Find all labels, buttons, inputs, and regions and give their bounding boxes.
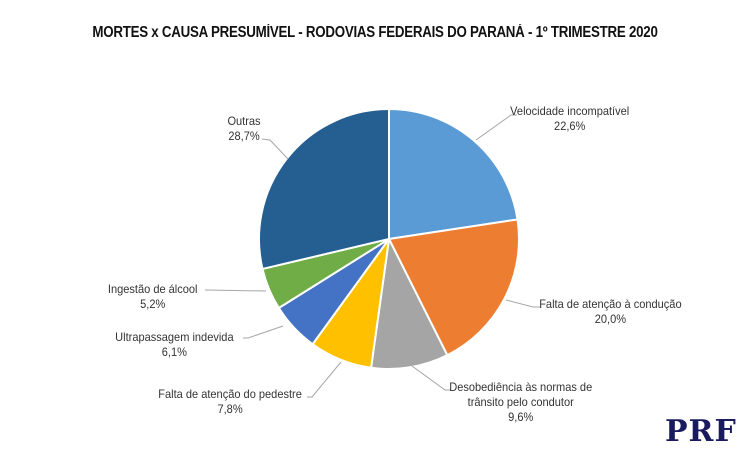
label-desobediencia-value: 9,6% bbox=[508, 410, 534, 424]
label-desobediencia-line2: trânsito pelo condutor bbox=[467, 395, 574, 409]
label-desobediencia: Desobediência às normas de trânsito pelo… bbox=[449, 380, 592, 425]
leader-line-velocidade bbox=[475, 114, 517, 141]
label-pedestre-value: 7,8% bbox=[217, 402, 243, 416]
pie-slices bbox=[258, 107, 520, 370]
leader-line-pedestre bbox=[307, 361, 342, 398]
pie-slice-velocidade-incompat-vel bbox=[388, 107, 519, 241]
label-outras: Outras 28,7% bbox=[227, 114, 260, 144]
pie-slice-falta-de-aten-o-condu-o bbox=[387, 218, 520, 357]
leader-line-desobediencia bbox=[411, 365, 451, 391]
label-outras-value: 28,7% bbox=[228, 129, 260, 143]
label-pedestre: Falta de atenção do pedestre 7,8% bbox=[158, 387, 302, 417]
leader-line-outras bbox=[261, 138, 289, 160]
label-outras-name: Outras bbox=[227, 114, 261, 128]
label-velocidade: Velocidade incompatível 22,6% bbox=[510, 104, 629, 134]
label-velocidade-value: 22,6% bbox=[554, 119, 586, 133]
pie-slice-desobedi-ncia-s-normas-de-tr-nsito-pelo-condutor bbox=[369, 235, 449, 370]
label-falta-conducao-value: 20,0% bbox=[594, 312, 627, 326]
label-ultrapassagem-value: 6,1% bbox=[161, 345, 187, 359]
label-desobediencia-line1: Desobediência às normas de bbox=[449, 380, 593, 394]
leader-line-ultrapassagem bbox=[243, 325, 284, 339]
label-falta-conducao-name: Falta de atenção à condução bbox=[539, 297, 682, 311]
leader-lines bbox=[204, 114, 540, 398]
leader-line-alcool bbox=[204, 289, 267, 292]
label-ultrapassagem-name: Ultrapassagem indevida bbox=[115, 330, 234, 344]
label-pedestre-name: Falta de atenção do pedestre bbox=[158, 387, 302, 401]
label-velocidade-name: Velocidade incompatível bbox=[510, 104, 630, 118]
label-alcool-value: 5,2% bbox=[140, 297, 166, 311]
label-ultrapassagem: Ultrapassagem indevida 6,1% bbox=[115, 330, 233, 360]
chart-title: MORTES x CAUSA PRESUMÍVEL - RODOVIAS FED… bbox=[92, 24, 658, 41]
label-alcool-name: Ingestão de álcool bbox=[107, 282, 198, 296]
label-alcool: Ingestão de álcool 5,2% bbox=[108, 282, 198, 312]
prf-logo: PRF bbox=[665, 414, 737, 449]
label-falta-conducao: Falta de atenção à condução 20,0% bbox=[539, 297, 681, 327]
leader-line-falta-conducao bbox=[505, 299, 540, 308]
